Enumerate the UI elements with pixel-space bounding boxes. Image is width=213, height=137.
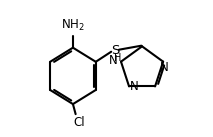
Text: Cl: Cl	[73, 116, 85, 129]
Text: S: S	[111, 44, 119, 57]
Text: N: N	[130, 80, 138, 93]
Text: H: H	[114, 53, 121, 63]
Text: N: N	[109, 55, 118, 68]
Text: N: N	[160, 61, 169, 74]
Text: NH$_2$: NH$_2$	[61, 18, 85, 33]
